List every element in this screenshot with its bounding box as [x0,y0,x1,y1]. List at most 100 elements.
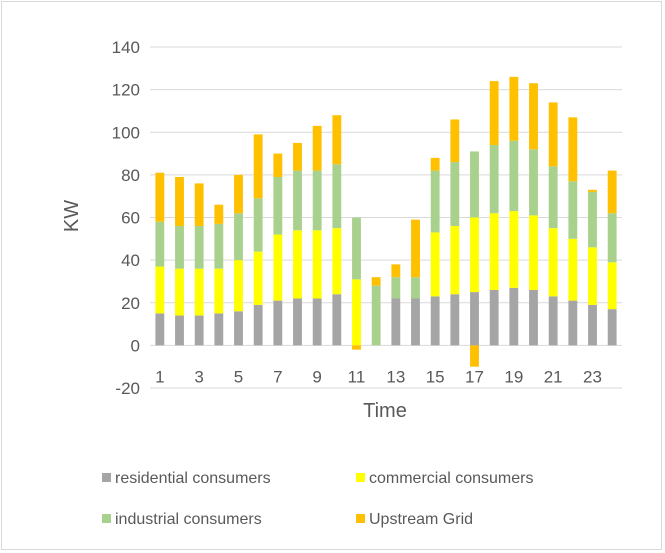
legend-swatch-residential [102,473,111,482]
bar-upstream-grid-t4 [214,204,224,224]
bar-upstream-grid-t23 [588,189,597,192]
x-axis-title: Time [363,400,407,422]
legend-item-residential: residential consumers [102,470,271,488]
bar-industrial-consumers-t5 [234,213,243,261]
legend-swatch-industrial [102,514,111,523]
y-tick-label: 100 [112,123,140,142]
bar-residential-consumers-t16 [450,294,460,346]
bar-commercial-consumers-t7 [273,234,283,301]
x-tick-label: 5 [234,367,243,386]
bar-residential-consumers-t20 [529,289,538,346]
bar-industrial-consumers-t1 [155,221,165,267]
y-tick-label: 0 [131,336,140,355]
bar-commercial-consumers-t24 [607,262,617,310]
bar-residential-consumers-t15 [430,296,440,346]
bar-residential-consumers-t10 [332,294,342,346]
bar-industrial-consumers-t19 [509,140,519,212]
bar-industrial-consumers-t17 [470,151,479,218]
bar-commercial-consumers-t21 [548,228,558,297]
x-tick-label: 21 [544,367,563,386]
bar-commercial-consumers-t10 [332,228,342,295]
bar-residential-consumers-t4 [214,313,224,346]
y-tick-label: 120 [112,81,140,100]
bar-residential-consumers-t5 [234,311,243,346]
bar-industrial-consumers-t6 [253,198,263,252]
bar-industrial-consumers-t4 [214,223,224,269]
bar-upstream-grid-t20 [529,83,538,150]
x-tick-labels: 1 3 5 7 9 11 13 15 17 19 21 23 [155,367,602,386]
x-tick-label: 7 [273,367,282,386]
bar-industrial-consumers-t12 [371,285,381,346]
bar-industrial-consumers-t21 [548,166,558,229]
bar-industrial-consumers-t3 [194,226,204,269]
bar-residential-consumers-t2 [175,315,184,346]
gridlines [150,46,622,389]
legend-item-commercial: commercial consumers [356,470,533,488]
bar-commercial-consumers-t3 [194,268,204,316]
bar-residential-consumers-t8 [293,298,302,346]
bar-upstream-grid-t2 [175,177,184,227]
bar-residential-consumers-t13 [391,298,401,346]
bar-commercial-consumers-t20 [529,215,538,290]
bar-upstream-grid-t17 [470,345,479,367]
bar-residential-consumers-t18 [489,289,499,346]
bar-commercial-consumers-t17 [470,217,479,293]
bar-industrial-consumers-t11 [352,217,361,280]
bar-residential-consumers-t22 [568,300,578,346]
bar-upstream-grid-t10 [332,115,342,165]
bar-upstream-grid-t11 [352,345,361,350]
bar-upstream-grid-t18 [489,81,499,146]
bar-upstream-grid-t22 [568,117,578,182]
bar-upstream-grid-t6 [253,134,263,199]
y-tick-labels: -20 0 20 40 60 80 100 120 140 [112,38,140,398]
bar-industrial-consumers-t23 [588,191,597,248]
y-tick-label: 140 [112,38,140,57]
bar-industrial-consumers-t15 [430,170,440,233]
bar-commercial-consumers-t22 [568,238,578,301]
x-tick-label: 15 [426,367,445,386]
bar-residential-consumers-t6 [253,304,263,346]
y-tick-label: 40 [121,251,140,270]
bar-industrial-consumers-t2 [175,226,184,269]
legend-swatch-upstream-grid [356,514,365,523]
bar-upstream-grid-t19 [509,76,519,141]
bar-industrial-consumers-t14 [411,277,420,299]
x-tick-label: 9 [312,367,321,386]
legend-swatch-commercial [356,473,365,482]
bar-commercial-consumers-t2 [175,268,184,316]
bar-commercial-consumers-t19 [509,211,519,288]
bar-upstream-grid-t21 [548,102,558,167]
y-tick-label: -20 [115,379,140,398]
y-axis-title: KW [61,200,83,232]
bar-commercial-consumers-t9 [312,230,322,299]
bar-industrial-consumers-t22 [568,181,578,239]
x-tick-label: 3 [194,367,203,386]
bar-residential-consumers-t9 [312,298,322,346]
bar-residential-consumers-t19 [509,287,519,346]
bar-residential-consumers-t23 [588,304,597,346]
bar-residential-consumers-t24 [607,309,617,346]
bar-residential-consumers-t21 [548,296,558,346]
bar-commercial-consumers-t8 [293,230,302,299]
x-tick-label: 19 [504,367,523,386]
bar-residential-consumers-t17 [470,292,479,346]
bar-commercial-consumers-t11 [352,279,361,346]
legend-label-upstream-grid: Upstream Grid [369,511,474,528]
bar-upstream-grid-t12 [371,277,381,286]
bar-upstream-grid-t15 [430,157,440,171]
bar-upstream-grid-t13 [391,264,401,278]
bar-commercial-consumers-t23 [588,247,597,305]
legend-label-residential: residential consumers [115,470,271,487]
bar-residential-consumers-t1 [155,313,165,346]
legend-item-industrial: industrial consumers [102,511,262,529]
legend-label-commercial: commercial consumers [369,470,534,487]
bar-residential-consumers-t3 [194,315,204,346]
bar-commercial-consumers-t18 [489,213,499,290]
x-tick-label: 11 [348,367,366,386]
bar-upstream-grid-t7 [273,153,283,178]
bar-upstream-grid-t8 [293,142,302,171]
y-tick-label: 20 [121,294,140,313]
bar-commercial-consumers-t6 [253,251,263,305]
bar-upstream-grid-t14 [411,219,420,278]
